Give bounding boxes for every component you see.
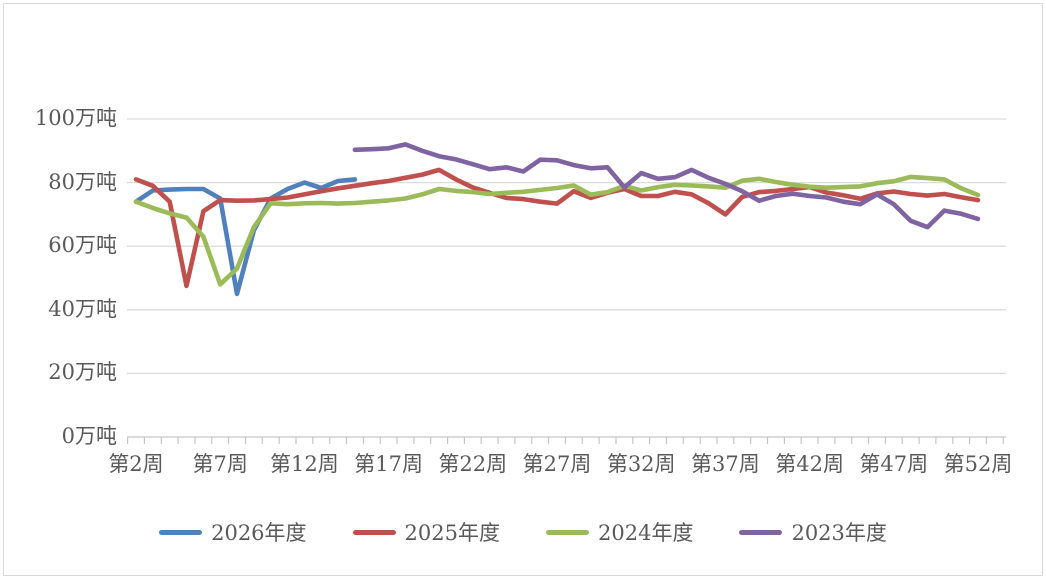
legend-item-2023[interactable]: 2023年度 — [739, 517, 887, 547]
chart-legend: 2026年度 2025年度 2024年度 2023年度 — [0, 514, 1046, 550]
legend-label-2023: 2023年度 — [791, 521, 887, 545]
y-tick-label-20: 20万吨 — [48, 360, 117, 385]
legend-swatch-2023 — [739, 529, 783, 535]
legend-item-2024[interactable]: 2024年度 — [546, 517, 693, 547]
series-line-2023年度[interactable] — [352, 142, 981, 230]
x-tick-label-week-7: 第7周 — [192, 452, 248, 476]
legend-label-2026: 2026年度 — [211, 521, 307, 545]
series-line-2025年度[interactable] — [133, 167, 981, 289]
y-tick-label-60: 60万吨 — [48, 233, 117, 258]
legend-item-2025[interactable]: 2025年度 — [352, 517, 500, 547]
legend-label-2024: 2024年度 — [598, 521, 694, 545]
x-tick-label-week-37: 第37周 — [691, 452, 760, 476]
legend-item-2026[interactable]: 2026年度 — [159, 517, 307, 547]
x-tick-label-week-12: 第12周 — [270, 452, 339, 476]
x-tick-label-week-27: 第27周 — [522, 452, 592, 476]
x-tick-label-week-52: 第52周 — [943, 452, 1013, 476]
x-tick-label-week-17: 第17周 — [354, 452, 423, 476]
y-tick-label-40: 40万吨 — [48, 296, 117, 321]
legend-swatch-2026 — [159, 529, 203, 535]
series-line-2026年度[interactable] — [133, 177, 358, 297]
legend-label-2025: 2025年度 — [404, 521, 500, 545]
y-tick-label-0: 0万吨 — [61, 424, 117, 448]
x-tick-label-week-42: 第42周 — [775, 452, 844, 476]
x-tick-label-week-2: 第2周 — [108, 452, 164, 476]
x-tick-label-week-22: 第22周 — [438, 452, 508, 476]
x-tick-label-week-47: 第47周 — [859, 452, 929, 476]
x-tick-label-week-32: 第32周 — [606, 452, 676, 476]
series-line-2024年度[interactable] — [133, 174, 981, 287]
legend-swatch-2025 — [352, 529, 396, 535]
y-tick-label-80: 80万吨 — [48, 169, 117, 194]
legend-swatch-2024 — [546, 529, 589, 535]
y-tick-label-100: 100万吨 — [34, 106, 117, 130]
